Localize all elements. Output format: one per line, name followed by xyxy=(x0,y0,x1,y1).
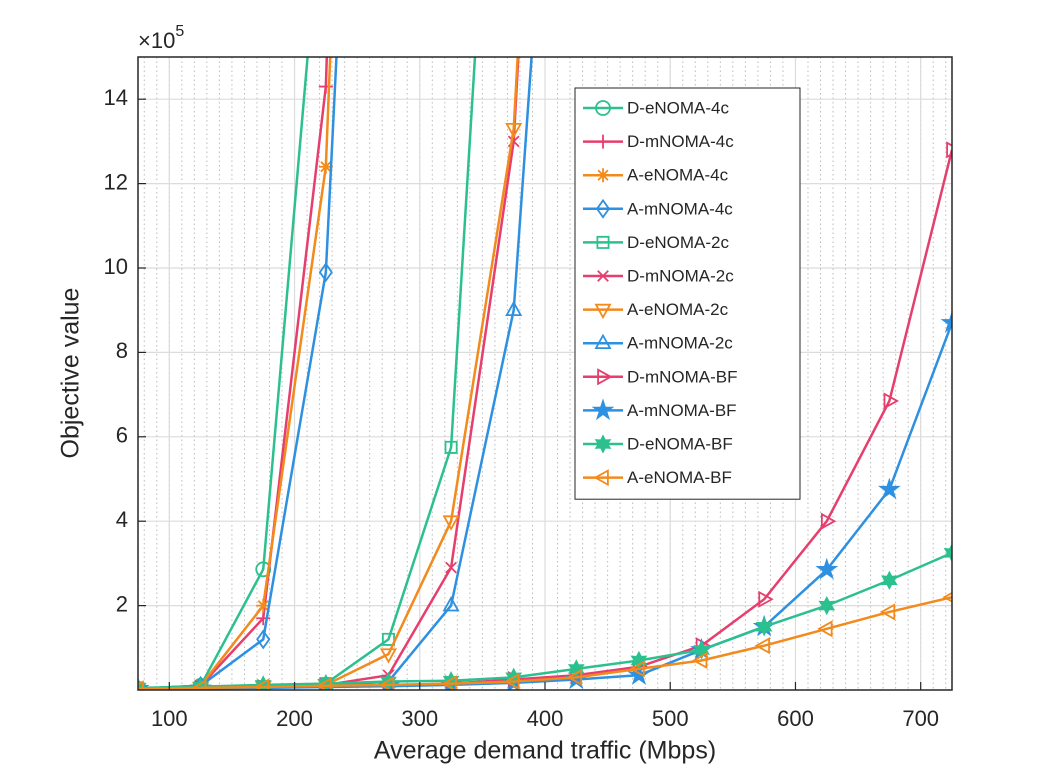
y-tick-label: 2 xyxy=(116,591,128,616)
data-point xyxy=(817,620,833,638)
legend-marker xyxy=(594,434,612,454)
data-point xyxy=(943,543,952,563)
legend-label: D-eNOMA-BF xyxy=(627,434,733,453)
x-tick-label: 400 xyxy=(527,706,564,731)
y-scale-exponent: 5 xyxy=(175,23,184,40)
data-point xyxy=(138,680,144,690)
legend-label: D-mNOMA-2c xyxy=(627,266,734,285)
y-scale-label: ×105 xyxy=(138,23,184,53)
y-tick-label: 4 xyxy=(116,507,128,532)
data-point xyxy=(505,300,523,316)
data-point xyxy=(754,637,770,655)
y-axis-label: Objective value xyxy=(57,288,85,459)
legend-label: A-mNOMA-2c xyxy=(627,334,733,353)
ticks: 100 200 300 400 500 600 700 2 4 6 8 10 12 14 xyxy=(104,85,940,731)
legend-label: D-mNOMA-BF xyxy=(627,367,737,386)
legend-marker xyxy=(597,270,609,282)
legend-label: A-eNOMA-4c xyxy=(627,166,729,185)
legend-marker xyxy=(596,134,610,149)
data-point xyxy=(318,159,333,174)
data-point xyxy=(942,591,952,603)
y-tick-label: 10 xyxy=(104,254,128,279)
data-point xyxy=(442,596,460,612)
data-point xyxy=(378,676,395,690)
legend-label: A-eNOMA-BF xyxy=(627,468,732,487)
data-point xyxy=(318,79,333,94)
data-point xyxy=(946,141,952,159)
legend-marker xyxy=(591,398,615,421)
data-point xyxy=(441,675,457,690)
legend-marker xyxy=(593,469,609,487)
y-tick-label: 8 xyxy=(116,338,128,363)
data-point xyxy=(881,570,898,590)
grid xyxy=(138,57,952,690)
data-point xyxy=(445,561,457,574)
legend-marker xyxy=(595,100,611,116)
x-tick-label: 500 xyxy=(652,706,689,731)
data-point xyxy=(256,598,271,613)
legend-label: A-mNOMA-BF xyxy=(627,401,737,420)
data-point xyxy=(627,663,651,685)
data-point xyxy=(818,595,836,616)
series-line xyxy=(138,57,332,690)
legend: D-eNOMA-4c D-mNOMA-4c A-eNOMA-4c A-mNOMA-4c… xyxy=(574,87,801,500)
data-point xyxy=(815,557,839,580)
x-tick-label: 300 xyxy=(401,706,438,731)
y-tick-label: 6 xyxy=(116,423,128,448)
plot-area xyxy=(138,57,952,690)
legend-label: A-eNOMA-2c xyxy=(627,300,729,319)
data-point xyxy=(877,477,901,500)
legend-label: D-eNOMA-4c xyxy=(627,98,730,117)
data-point xyxy=(191,679,207,690)
x-axis-label: Average demand traffic (Mbps) xyxy=(374,737,716,765)
data-point xyxy=(256,629,271,650)
legend-label: D-eNOMA-2c xyxy=(627,233,730,252)
series-line xyxy=(138,57,338,690)
x-tick-label: 100 xyxy=(151,706,188,731)
data-point xyxy=(566,668,583,686)
data-point xyxy=(820,512,837,530)
series-line xyxy=(138,57,329,690)
data-point xyxy=(505,122,523,139)
y-tick-label: 14 xyxy=(104,85,128,110)
y-tick-label: 12 xyxy=(104,169,128,194)
data-point xyxy=(318,262,333,283)
data-point xyxy=(629,660,645,678)
legend-marker xyxy=(595,198,611,219)
legend-marker xyxy=(596,168,610,183)
legend-marker xyxy=(594,333,612,349)
data-point xyxy=(940,310,952,333)
series-line xyxy=(138,595,952,690)
legend-box xyxy=(574,87,801,500)
data-point xyxy=(379,648,397,664)
legend-label: D-mNOMA-4c xyxy=(627,132,734,151)
data-point xyxy=(444,440,458,454)
legend-marker xyxy=(596,235,610,249)
legend-label: A-mNOMA-4c xyxy=(627,199,733,218)
data-point xyxy=(693,640,710,660)
series-line xyxy=(138,551,952,690)
x-tick-label: 700 xyxy=(902,706,939,731)
legend-marker xyxy=(597,368,613,386)
x-tick-label: 600 xyxy=(777,706,814,731)
data-point xyxy=(883,392,899,410)
data-point xyxy=(253,678,270,690)
data-point xyxy=(755,617,773,637)
y-scale-base: ×10 xyxy=(138,28,175,53)
x-tick-label: 200 xyxy=(276,706,313,731)
data-point xyxy=(758,590,774,608)
legend-marker xyxy=(594,303,612,320)
data-point xyxy=(879,603,896,621)
data-point xyxy=(504,673,520,690)
data-point xyxy=(442,515,460,531)
data-point xyxy=(691,651,708,669)
